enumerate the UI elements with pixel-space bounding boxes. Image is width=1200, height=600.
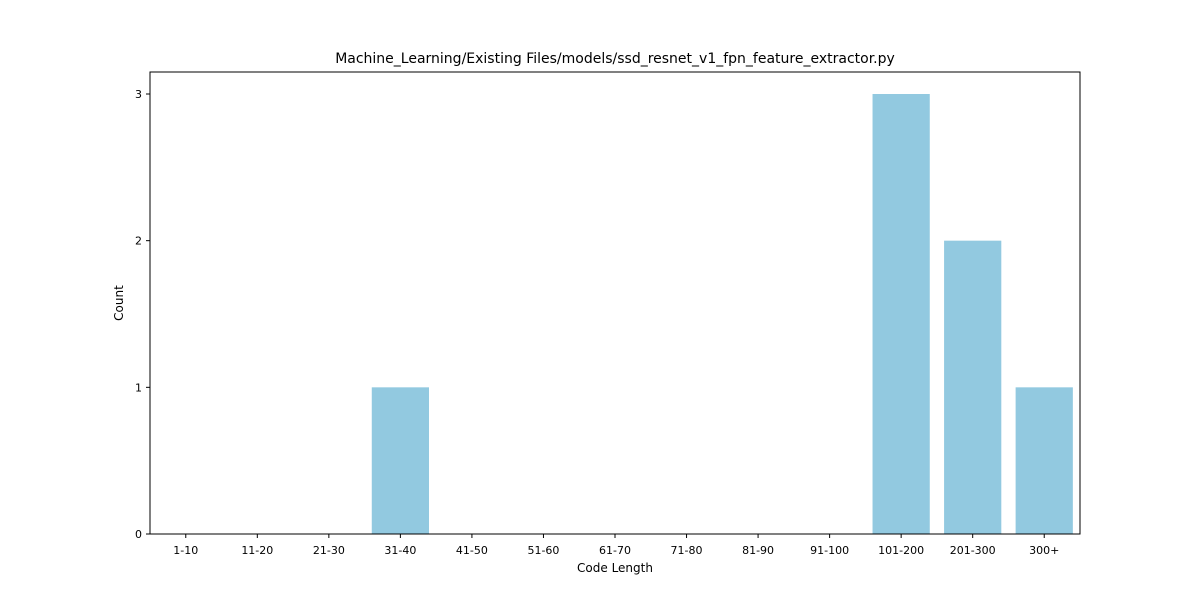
x-tick-label: 11-20 (241, 544, 273, 557)
x-tick-label: 201-300 (950, 544, 996, 557)
bar-300+ (1015, 387, 1073, 534)
bar-201-300 (944, 240, 1002, 535)
x-tick-label: 71-80 (671, 544, 703, 557)
x-axis-label: Code Length (577, 561, 653, 575)
x-tick-label: 41-50 (456, 544, 488, 557)
x-tick-label: 101-200 (878, 544, 924, 557)
x-tick-label: 51-60 (527, 544, 559, 557)
bar-101-200 (872, 94, 930, 534)
x-axis-ticks: 1-10 11-20 21-30 31-40 41-50 51-60 61-70 71-80 8… (173, 534, 1059, 557)
y-tick-label: 3 (135, 88, 142, 101)
x-tick-label: 21-30 (313, 544, 345, 557)
y-tick-label: 2 (135, 235, 142, 248)
plot-area-frame (149, 71, 1081, 535)
bar-31-40 (371, 387, 429, 534)
x-tick-label: 300+ (1029, 544, 1059, 557)
bars-layer (371, 94, 1073, 535)
x-tick-label: 81-90 (742, 544, 774, 557)
y-axis-label: Count (112, 285, 126, 321)
y-axis-ticks: 0 1 2 3 (135, 88, 150, 541)
x-tick-label: 31-40 (384, 544, 416, 557)
chart-title: Machine_Learning/Existing Files/models/s… (335, 51, 895, 67)
x-tick-label: 61-70 (599, 544, 631, 557)
x-tick-label: 91-100 (810, 544, 849, 557)
y-tick-label: 0 (135, 528, 142, 541)
y-tick-label: 1 (135, 381, 142, 394)
x-tick-label: 1-10 (173, 544, 198, 557)
